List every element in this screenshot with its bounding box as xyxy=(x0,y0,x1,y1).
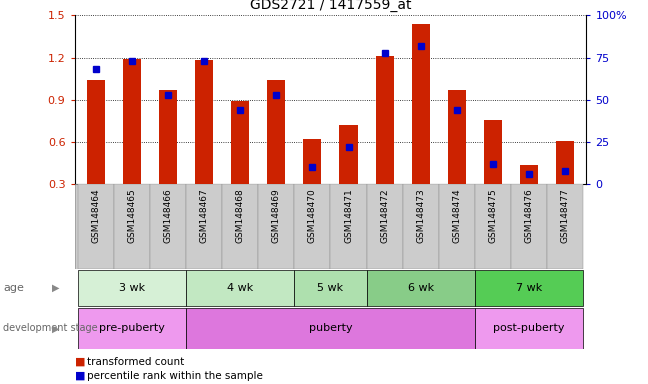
FancyBboxPatch shape xyxy=(75,184,579,269)
FancyBboxPatch shape xyxy=(511,184,547,269)
Text: GSM148471: GSM148471 xyxy=(344,189,353,243)
Text: 5 wk: 5 wk xyxy=(318,283,343,293)
Bar xyxy=(159,90,178,184)
Text: GSM148465: GSM148465 xyxy=(128,189,137,243)
Text: puberty: puberty xyxy=(308,323,353,333)
Text: ■: ■ xyxy=(75,357,85,367)
FancyBboxPatch shape xyxy=(186,184,222,269)
FancyBboxPatch shape xyxy=(114,184,150,269)
Text: GSM148468: GSM148468 xyxy=(236,189,245,243)
FancyBboxPatch shape xyxy=(439,184,475,269)
Text: ▶: ▶ xyxy=(52,323,60,333)
FancyBboxPatch shape xyxy=(186,270,294,306)
Bar xyxy=(303,139,321,184)
Text: GSM148472: GSM148472 xyxy=(380,189,389,243)
Bar xyxy=(87,80,105,184)
Bar xyxy=(448,90,466,184)
Text: transformed count: transformed count xyxy=(87,357,185,367)
FancyBboxPatch shape xyxy=(367,184,402,269)
Text: GSM148473: GSM148473 xyxy=(416,189,425,243)
Bar xyxy=(483,119,502,184)
Bar xyxy=(376,56,393,184)
FancyBboxPatch shape xyxy=(78,184,114,269)
Title: GDS2721 / 1417559_at: GDS2721 / 1417559_at xyxy=(249,0,411,12)
FancyBboxPatch shape xyxy=(78,270,186,306)
Bar xyxy=(195,60,213,184)
FancyBboxPatch shape xyxy=(150,184,186,269)
FancyBboxPatch shape xyxy=(367,270,475,306)
Text: GSM148475: GSM148475 xyxy=(488,189,497,243)
Text: GSM148470: GSM148470 xyxy=(308,189,317,243)
FancyBboxPatch shape xyxy=(330,184,367,269)
Text: GSM148476: GSM148476 xyxy=(524,189,533,243)
FancyBboxPatch shape xyxy=(475,184,511,269)
Text: development stage: development stage xyxy=(3,323,98,333)
Text: 7 wk: 7 wk xyxy=(516,283,542,293)
FancyBboxPatch shape xyxy=(475,308,583,349)
Text: GSM148477: GSM148477 xyxy=(561,189,570,243)
FancyBboxPatch shape xyxy=(222,184,259,269)
FancyBboxPatch shape xyxy=(547,184,583,269)
Text: GSM148466: GSM148466 xyxy=(164,189,173,243)
Bar xyxy=(556,141,574,184)
Bar xyxy=(520,165,538,184)
Text: GSM148467: GSM148467 xyxy=(200,189,209,243)
Bar xyxy=(123,59,141,184)
Text: GSM148474: GSM148474 xyxy=(452,189,461,243)
Text: GSM148469: GSM148469 xyxy=(272,189,281,243)
Text: ▶: ▶ xyxy=(52,283,60,293)
Bar xyxy=(411,24,430,184)
FancyBboxPatch shape xyxy=(259,184,294,269)
FancyBboxPatch shape xyxy=(186,308,475,349)
Text: percentile rank within the sample: percentile rank within the sample xyxy=(87,371,263,381)
FancyBboxPatch shape xyxy=(294,270,367,306)
FancyBboxPatch shape xyxy=(78,308,186,349)
Text: 4 wk: 4 wk xyxy=(227,283,253,293)
FancyBboxPatch shape xyxy=(402,184,439,269)
FancyBboxPatch shape xyxy=(475,270,583,306)
Text: post-puberty: post-puberty xyxy=(493,323,564,333)
FancyBboxPatch shape xyxy=(294,184,330,269)
Bar xyxy=(231,101,249,184)
Text: 6 wk: 6 wk xyxy=(408,283,434,293)
Text: ■: ■ xyxy=(75,371,85,381)
Text: age: age xyxy=(3,283,24,293)
Text: GSM148464: GSM148464 xyxy=(91,189,100,243)
Bar xyxy=(340,125,358,184)
Text: 3 wk: 3 wk xyxy=(119,283,145,293)
Text: pre-puberty: pre-puberty xyxy=(99,323,165,333)
Bar xyxy=(268,80,285,184)
